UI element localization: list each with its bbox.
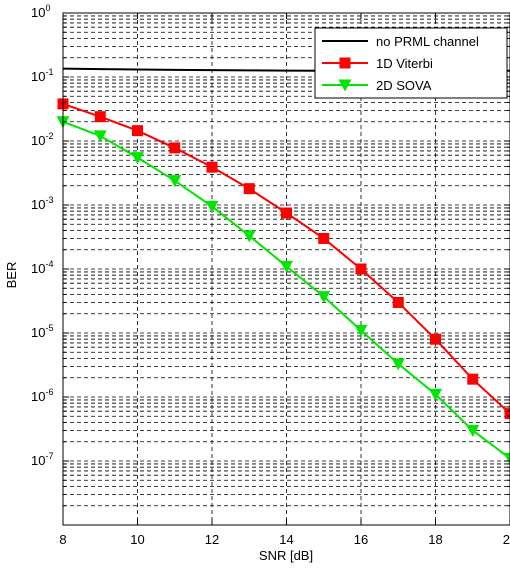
legend-label: 1D Viterbi bbox=[376, 56, 433, 71]
x-tick-label: 18 bbox=[428, 532, 442, 547]
x-tick-label: 8 bbox=[59, 532, 66, 547]
x-axis-label: SNR [dB] bbox=[259, 548, 313, 563]
data-point-1d-viterbi bbox=[207, 162, 218, 173]
y-tick-label: 10-7 bbox=[31, 451, 53, 468]
y-axis-label: BER bbox=[4, 262, 19, 289]
x-tick-label: 16 bbox=[354, 532, 368, 547]
x-tick-label: 20 bbox=[503, 532, 510, 547]
data-point-1d-viterbi bbox=[95, 111, 106, 122]
data-point-1d-viterbi bbox=[467, 374, 478, 385]
legend-label: 2D SOVA bbox=[376, 78, 432, 93]
data-point-1d-viterbi bbox=[132, 125, 143, 136]
x-tick-label: 10 bbox=[130, 532, 144, 547]
x-tick-label: 12 bbox=[205, 532, 219, 547]
y-tick-label: 10-1 bbox=[31, 67, 53, 84]
data-point-1d-viterbi bbox=[281, 207, 292, 218]
y-tick-label: 10-4 bbox=[31, 259, 53, 276]
y-tick-label: 10-3 bbox=[31, 195, 53, 212]
legend-label: no PRML channel bbox=[376, 34, 479, 49]
y-tick-label: 10-2 bbox=[31, 131, 53, 148]
data-point-1d-viterbi bbox=[244, 183, 255, 194]
legend-marker-1d-viterbi bbox=[340, 58, 351, 69]
legend: no PRML channel 1D Viterbi 2D SOVA bbox=[315, 28, 507, 98]
data-point-1d-viterbi bbox=[393, 297, 404, 308]
data-point-1d-viterbi bbox=[505, 408, 510, 419]
y-tick-label: 10-6 bbox=[31, 387, 53, 404]
y-tick-label: 10-5 bbox=[31, 323, 53, 340]
data-point-1d-viterbi bbox=[356, 264, 367, 275]
data-point-1d-viterbi bbox=[430, 334, 441, 345]
data-point-1d-viterbi bbox=[318, 233, 329, 244]
data-point-1d-viterbi bbox=[169, 142, 180, 153]
y-tick-label: 100 bbox=[31, 3, 50, 20]
x-tick-label: 14 bbox=[279, 532, 293, 547]
